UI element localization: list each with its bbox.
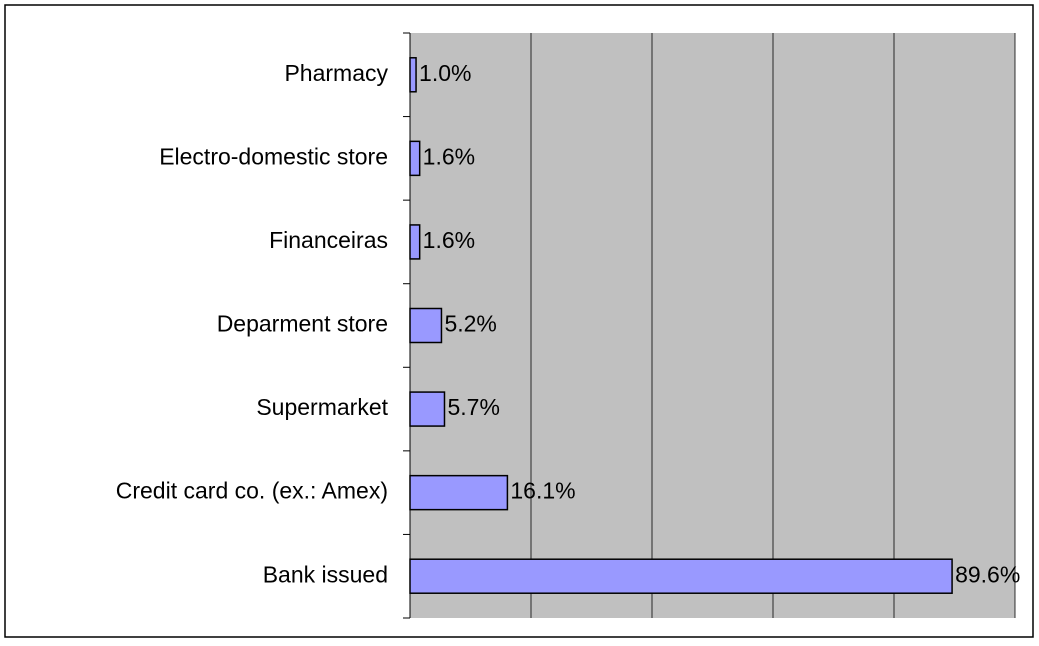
bar: [409, 57, 417, 93]
value-label: 1.6%: [423, 227, 475, 253]
value-label: 1.6%: [423, 143, 475, 169]
y-tick-label: Bank issued: [263, 561, 388, 587]
value-label: 5.2%: [444, 311, 496, 337]
bar: [409, 558, 953, 594]
bar: [409, 474, 509, 511]
bar: [409, 391, 446, 427]
y-tick-label: Financeiras: [269, 227, 388, 253]
bar: [409, 224, 421, 260]
value-label: 16.1%: [510, 478, 575, 504]
value-label: 5.7%: [447, 394, 499, 420]
y-tick-label: Credit card co. (ex.: Amex): [116, 478, 388, 504]
y-tick-label: Deparment store: [217, 311, 388, 337]
plot-area: [410, 33, 1015, 618]
y-tick-label: Pharmacy: [284, 60, 388, 86]
value-label: 89.6%: [955, 561, 1020, 587]
y-tick-label: Supermarket: [256, 394, 388, 420]
value-label: 1.0%: [419, 60, 471, 86]
y-tick-label: Electro-domestic store: [159, 143, 388, 169]
bar: [409, 140, 421, 177]
bar: [409, 307, 443, 344]
